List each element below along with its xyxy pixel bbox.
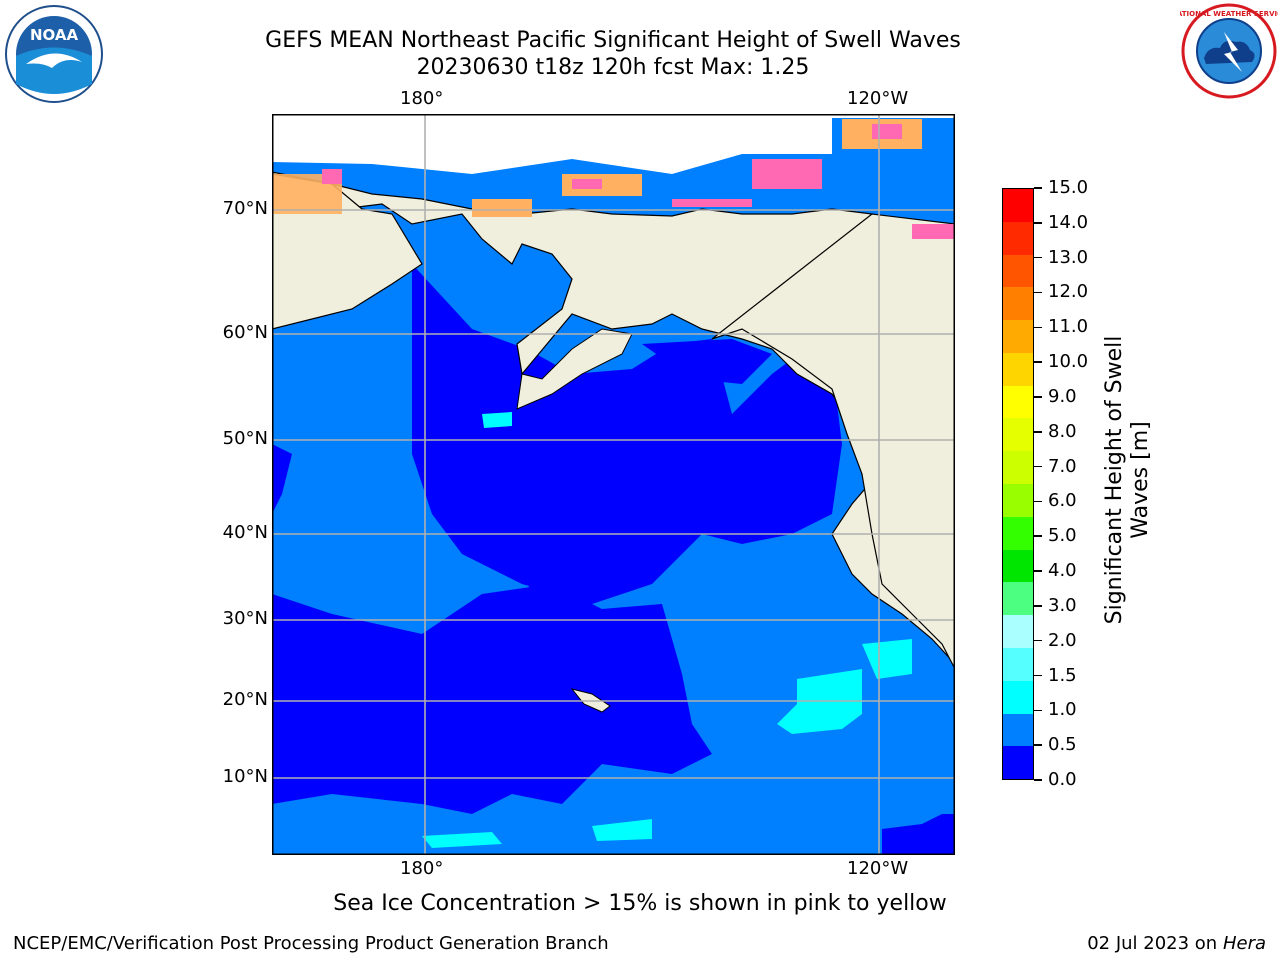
map-gridlines xyxy=(272,114,955,855)
noaa-logo-text: NOAA xyxy=(30,26,79,44)
colorbar-band xyxy=(1003,516,1033,550)
lat-label-40n: 40°N xyxy=(222,522,268,543)
colorbar-tick-label: 8.0 xyxy=(1048,420,1077,442)
colorbar-band xyxy=(1003,451,1033,485)
colorbar-tick-mark xyxy=(1034,222,1042,224)
colorbar-band xyxy=(1003,713,1033,747)
colorbar-band xyxy=(1003,549,1033,583)
sea-ice-band xyxy=(272,119,955,239)
colorbar-tick-mark xyxy=(1034,570,1042,572)
colorbar-band xyxy=(1003,385,1033,419)
colorbar-tick-label: 15.0 xyxy=(1048,177,1089,198)
colorbar-label-line1: Significant Height of Swell xyxy=(1102,335,1127,625)
colorbar-band xyxy=(1003,221,1033,255)
lon-label-top-180: 180° xyxy=(400,88,444,109)
nws-logo-text: NATIONAL WEATHER SERVICE xyxy=(1180,10,1278,18)
colorbar-band xyxy=(1003,615,1033,648)
sea-ice-note: Sea Ice Concentration > 15% is shown in … xyxy=(333,891,947,916)
colorbar-tick-mark xyxy=(1034,256,1042,259)
colorbar-tick-label: 7.0 xyxy=(1048,455,1077,477)
colorbar-tick-label: 4.0 xyxy=(1048,560,1077,582)
footer-credit: NCEP/EMC/Verification Post Processing Pr… xyxy=(13,933,609,954)
colorbar-tick-label: 1.5 xyxy=(1048,664,1077,686)
colorbar-tick-mark xyxy=(1034,674,1042,677)
colorbar-band xyxy=(1003,484,1033,517)
colorbar-tick-label: 3.0 xyxy=(1048,594,1077,616)
lat-label-10n: 10°N xyxy=(222,766,268,787)
colorbar-band xyxy=(1003,254,1033,288)
colorbar-band xyxy=(1003,189,1033,222)
lat-label-30n: 30°N xyxy=(222,608,268,629)
colorbar-tick-mark xyxy=(1034,535,1042,537)
colorbar-band xyxy=(1003,418,1033,452)
footer-date: 02 Jul 2023 on Hera xyxy=(1087,933,1266,954)
colorbar-tick-label: 9.0 xyxy=(1048,385,1077,407)
colorbar-tick-label: 13.0 xyxy=(1048,246,1089,268)
footer-date-text: 02 Jul 2023 on xyxy=(1087,933,1223,954)
nws-logo: NATIONAL WEATHER SERVICE xyxy=(1171,2,1280,100)
colorbar-band xyxy=(1003,320,1033,353)
colorbar-tick-mark xyxy=(1034,500,1042,503)
colorbar-tick-label: 6.0 xyxy=(1048,490,1077,512)
no-data-area xyxy=(272,114,955,174)
colorbar-band xyxy=(1003,680,1033,714)
land-alaska-peninsula xyxy=(516,328,633,410)
colorbar-tick-label: 10.0 xyxy=(1048,351,1089,373)
footer-machine: Hera xyxy=(1222,933,1266,954)
swell-map xyxy=(271,114,956,855)
colorbar-label-line2: Waves [m] xyxy=(1128,421,1153,539)
colorbar-band xyxy=(1003,647,1033,681)
colorbar-label: Significant Height of Swell Waves [m] xyxy=(1098,300,1158,660)
lon-label-top-120w: 120°W xyxy=(847,88,909,109)
colorbar-tick-label: 11.0 xyxy=(1048,316,1089,338)
lat-label-20n: 20°N xyxy=(222,689,268,710)
colorbar-tick-label: 0.5 xyxy=(1048,734,1077,756)
colorbar xyxy=(1002,188,1034,780)
map-subtitle: 20230630 t18z 120h fcst Max: 1.25 xyxy=(416,55,810,80)
lon-label-bottom-180: 180° xyxy=(400,858,444,879)
colorbar-tick-label: 14.0 xyxy=(1048,211,1089,233)
colorbar-tick-mark xyxy=(1034,605,1042,607)
colorbar-tick-mark xyxy=(1034,744,1042,746)
lat-label-50n: 50°N xyxy=(222,428,268,449)
noaa-logo: NOAA xyxy=(4,4,104,104)
colorbar-tick-label: 12.0 xyxy=(1048,281,1089,303)
lat-label-60n: 60°N xyxy=(222,322,268,343)
lat-label-70n: 70°N xyxy=(222,198,268,219)
colorbar-tick-mark xyxy=(1034,431,1042,433)
colorbar-tick-mark xyxy=(1034,779,1042,781)
colorbar-tick-mark xyxy=(1034,326,1042,329)
colorbar-tick-mark xyxy=(1034,187,1042,189)
colorbar-tick-label: 5.0 xyxy=(1048,525,1077,547)
lon-label-bottom-120w: 120°W xyxy=(847,858,909,879)
colorbar-band xyxy=(1003,746,1033,779)
colorbar-tick-mark xyxy=(1034,396,1042,398)
map-title: GEFS MEAN Northeast Pacific Significant … xyxy=(265,28,961,53)
colorbar-tick-mark xyxy=(1034,465,1042,468)
map-frame xyxy=(272,114,955,855)
colorbar-tick-mark xyxy=(1034,291,1042,294)
colorbar-band xyxy=(1003,287,1033,321)
colorbar-tick-label: 0.0 xyxy=(1048,769,1077,790)
colorbar-tick-mark xyxy=(1034,709,1042,712)
colorbar-tick-label: 2.0 xyxy=(1048,629,1077,651)
colorbar-band xyxy=(1003,352,1033,386)
colorbar-tick-mark xyxy=(1034,639,1042,642)
colorbar-tick-mark xyxy=(1034,361,1042,363)
colorbar-tick-label: 1.0 xyxy=(1048,699,1077,721)
colorbar-band xyxy=(1003,582,1033,616)
